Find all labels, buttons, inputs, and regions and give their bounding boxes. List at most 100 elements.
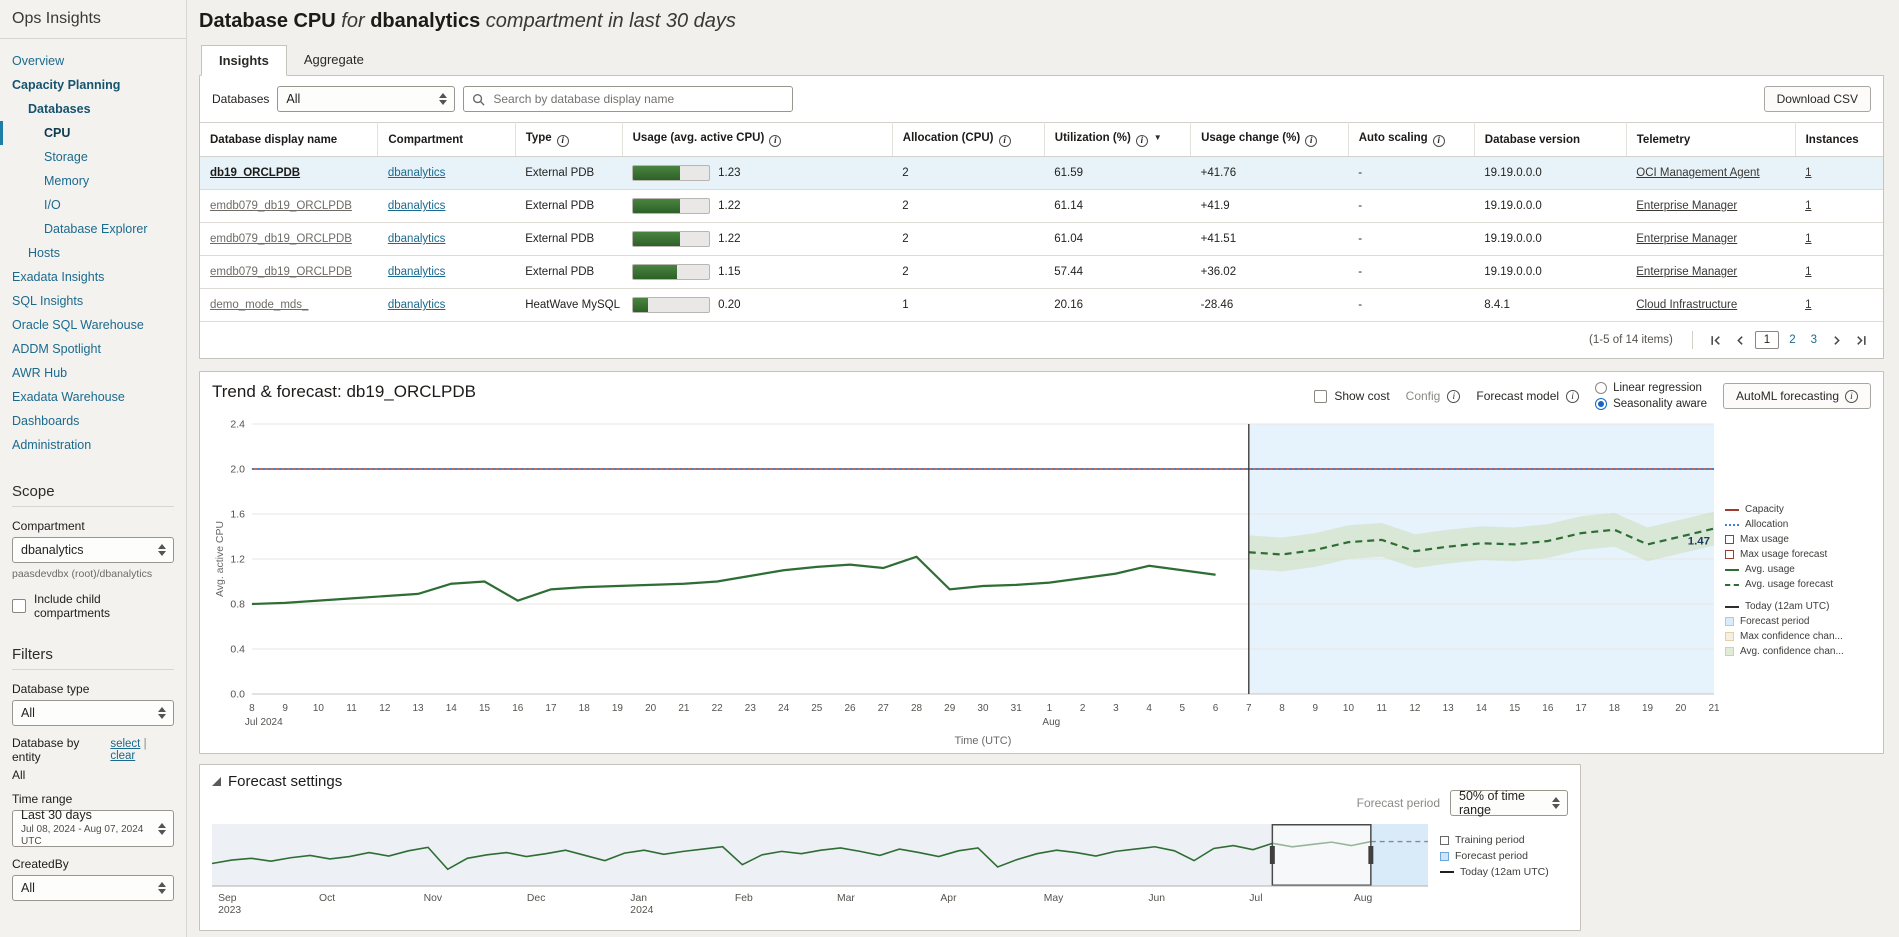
info-icon[interactable] [1566,390,1579,403]
entity-clear-link[interactable]: clear [110,750,135,762]
instances-link[interactable]: 1 [1805,266,1811,278]
telemetry-link[interactable]: Cloud Infrastructure [1636,299,1737,311]
column-header-telemetry[interactable]: Telemetry [1626,123,1795,157]
brush-handle-right[interactable] [1368,846,1373,864]
info-icon[interactable] [1447,390,1460,403]
first-page-button[interactable] [1706,333,1726,348]
radio-seasonality-aware[interactable]: Seasonality aware [1595,398,1707,410]
page-3-button[interactable]: 3 [1806,332,1822,348]
sidebar-item-sql-insights[interactable]: SQL Insights [0,289,186,313]
table-row[interactable]: emdb079_db19_ORCLPDBdbanalyticsExternal … [200,256,1883,289]
instances-link[interactable]: 1 [1805,200,1811,212]
tab-insights[interactable]: Insights [201,45,287,76]
sidebar-item-database-explorer[interactable]: Database Explorer [0,217,186,241]
column-header-auto-scaling[interactable]: Auto scaling [1348,123,1474,157]
compartment-link[interactable]: dbanalytics [388,233,446,245]
column-header-database-version[interactable]: Database version [1474,123,1626,157]
sidebar-item-dashboards[interactable]: Dashboards [0,409,186,433]
time-range-brush[interactable] [1272,825,1370,886]
next-page-button[interactable] [1827,333,1846,348]
compartment-link[interactable]: dbanalytics [388,299,446,311]
info-icon[interactable] [557,135,569,147]
checkbox-icon[interactable] [12,599,26,613]
collapse-icon[interactable] [212,777,221,786]
compartment-link[interactable]: dbanalytics [388,200,446,212]
telemetry-link[interactable]: Enterprise Manager [1636,200,1737,212]
show-cost-checkbox[interactable]: Show cost [1314,389,1389,403]
compartment-select[interactable]: dbanalytics [12,537,174,563]
database-type-select[interactable]: All [12,700,174,726]
column-header-type[interactable]: Type [515,123,622,157]
table-row[interactable]: emdb079_db19_ORCLPDBdbanalyticsExternal … [200,190,1883,223]
sort-desc-icon[interactable]: ▼ [1154,133,1162,142]
column-header-compartment[interactable]: Compartment [378,123,515,157]
search-input[interactable] [491,91,784,107]
entity-select-link[interactable]: select [110,738,140,750]
database-name-link[interactable]: emdb079_db19_ORCLPDB [210,233,352,245]
telemetry-link[interactable]: Enterprise Manager [1636,266,1737,278]
info-icon[interactable] [1305,135,1317,147]
sidebar-item-addm-spotlight[interactable]: ADDM Spotlight [0,337,186,361]
compartment-link[interactable]: dbanalytics [388,266,446,278]
telemetry-link[interactable]: Enterprise Manager [1636,233,1737,245]
sidebar-item-exadata-insights[interactable]: Exadata Insights [0,265,186,289]
sidebar-item-exadata-warehouse[interactable]: Exadata Warehouse [0,385,186,409]
forecast-range-chart[interactable]: Sep2023OctNovDecJan2024FebMarAprMayJunJu… [212,824,1428,920]
sidebar-item-i-o[interactable]: I/O [0,193,186,217]
column-header-allocation-cpu[interactable]: Allocation (CPU) [892,123,1044,157]
svg-text:4: 4 [1146,703,1152,714]
prev-page-button[interactable] [1731,333,1750,348]
database-name-link[interactable]: db19_ORCLPDB [210,167,300,179]
table-row[interactable]: db19_ORCLPDBdbanalyticsExternal PDB1.232… [200,157,1883,190]
instances-link[interactable]: 1 [1805,299,1811,311]
sidebar-item-cpu[interactable]: CPU [0,121,186,145]
database-name-link[interactable]: emdb079_db19_ORCLPDB [210,200,352,212]
column-header-database-display-name[interactable]: Database display name [200,123,378,157]
page-1-button[interactable]: 1 [1755,331,1779,349]
info-icon[interactable] [769,135,781,147]
instances-link[interactable]: 1 [1805,233,1811,245]
sidebar-item-capacity-planning[interactable]: Capacity Planning [0,73,186,97]
sidebar-item-administration[interactable]: Administration [0,433,186,457]
column-header-utilization[interactable]: Utilization (%)▼ [1044,123,1190,157]
radio-linear-regression[interactable]: Linear regression [1595,382,1707,394]
column-header-instances[interactable]: Instances [1795,123,1883,157]
forecast-period-select[interactable]: 50% of time range [1450,790,1568,816]
databases-select[interactable]: All [277,86,455,112]
sidebar-item-hosts[interactable]: Hosts [0,241,186,265]
automl-forecasting-button[interactable]: AutoML forecasting [1723,383,1871,409]
info-icon[interactable] [1433,135,1445,147]
sidebar-item-memory[interactable]: Memory [0,169,186,193]
config-control[interactable]: Config [1406,389,1461,403]
column-header-usage-avg-active-cpu[interactable]: Usage (avg. active CPU) [622,123,892,157]
info-icon[interactable] [999,135,1011,147]
last-page-button[interactable] [1851,333,1871,348]
radio-selected-icon[interactable] [1595,398,1607,410]
page-2-button[interactable]: 2 [1784,332,1800,348]
createdby-select[interactable]: All [12,875,174,901]
info-icon[interactable] [1136,135,1148,147]
sidebar-item-databases[interactable]: Databases [0,97,186,121]
checkbox-icon[interactable] [1314,390,1327,403]
sidebar-item-overview[interactable]: Overview [0,49,186,73]
table-row[interactable]: emdb079_db19_ORCLPDBdbanalyticsExternal … [200,223,1883,256]
time-range-select[interactable]: Last 30 days Jul 08, 2024 - Aug 07, 2024… [12,810,174,847]
instances-link[interactable]: 1 [1805,167,1811,179]
svg-text:12: 12 [1409,703,1421,714]
compartment-link[interactable]: dbanalytics [388,167,446,179]
database-name-link[interactable]: emdb079_db19_ORCLPDB [210,266,352,278]
sidebar-item-storage[interactable]: Storage [0,145,186,169]
database-name-link[interactable]: demo_mode_mds_ [210,299,308,311]
search-box[interactable] [463,86,793,112]
sidebar-item-awr-hub[interactable]: AWR Hub [0,361,186,385]
table-row[interactable]: demo_mode_mds_dbanalyticsHeatWave MySQL0… [200,289,1883,322]
download-csv-button[interactable]: Download CSV [1764,86,1871,112]
tab-aggregate[interactable]: Aggregate [287,45,381,75]
brush-handle-left[interactable] [1270,846,1275,864]
sidebar-item-oracle-sql-warehouse[interactable]: Oracle SQL Warehouse [0,313,186,337]
include-child-compartments-checkbox[interactable]: Include child compartments [12,592,174,620]
column-header-usage-change[interactable]: Usage change (%) [1191,123,1349,157]
telemetry-link[interactable]: OCI Management Agent [1636,167,1759,179]
radio-icon[interactable] [1595,382,1607,394]
svg-text:3: 3 [1113,703,1119,714]
